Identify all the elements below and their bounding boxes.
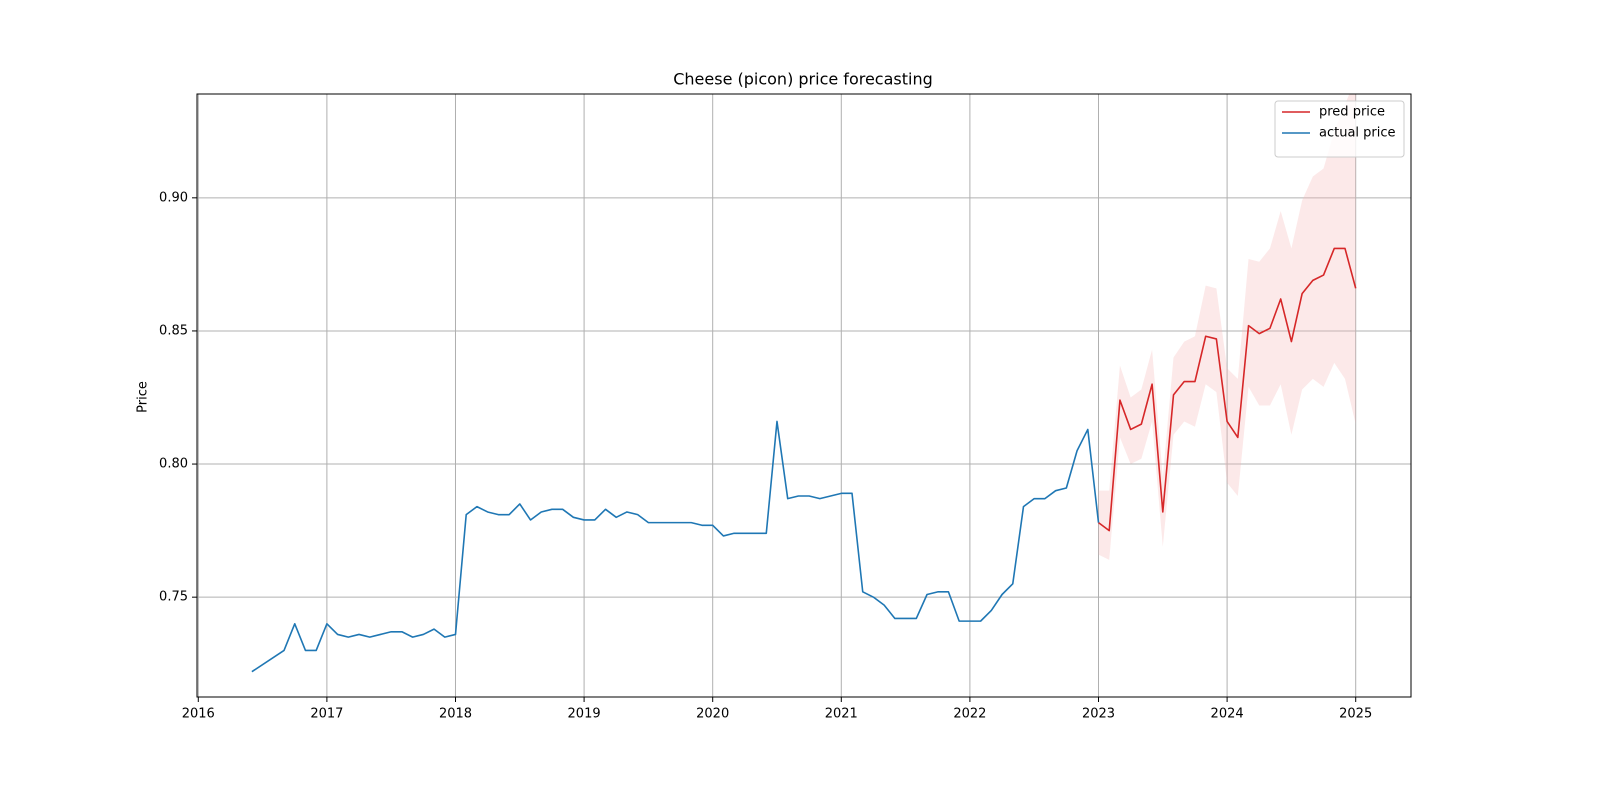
x-tick-label: 2017 bbox=[310, 707, 343, 722]
x-tick-label: 2020 bbox=[696, 707, 729, 722]
y-tick-label: 0.85 bbox=[159, 323, 188, 338]
axes-frame bbox=[196, 93, 1412, 698]
x-tick-label: 2018 bbox=[439, 707, 472, 722]
series-line bbox=[1098, 247, 1357, 532]
x-tick-label: 2022 bbox=[953, 707, 986, 722]
x-tick-label: 2025 bbox=[1339, 707, 1372, 722]
legend: pred price actual price bbox=[1274, 100, 1405, 158]
x-tick-label: 2021 bbox=[825, 707, 858, 722]
legend-label: actual price bbox=[1319, 126, 1396, 141]
ticks: 2016 2017 2018 2019 2020 2021 2022 2023 2024 2025… bbox=[159, 190, 1372, 721]
x-tick-label: 2023 bbox=[1082, 707, 1115, 722]
legend-box bbox=[1274, 100, 1405, 158]
x-tick-label: 2016 bbox=[182, 707, 215, 722]
plot-area bbox=[251, 94, 1357, 673]
y-tick-label: 0.90 bbox=[159, 190, 188, 205]
confidence-band bbox=[1098, 94, 1356, 560]
series-line bbox=[251, 420, 1100, 673]
y-tick-label: 0.75 bbox=[159, 590, 188, 605]
y-axis-label: Price bbox=[136, 381, 151, 413]
grid bbox=[197, 94, 1411, 697]
x-tick-label: 2024 bbox=[1211, 707, 1244, 722]
y-tick-label: 0.80 bbox=[159, 457, 188, 472]
x-tick-label: 2019 bbox=[568, 707, 601, 722]
legend-label: pred price bbox=[1319, 105, 1385, 120]
chart-title: Cheese (picon) price forecasting bbox=[673, 70, 933, 89]
